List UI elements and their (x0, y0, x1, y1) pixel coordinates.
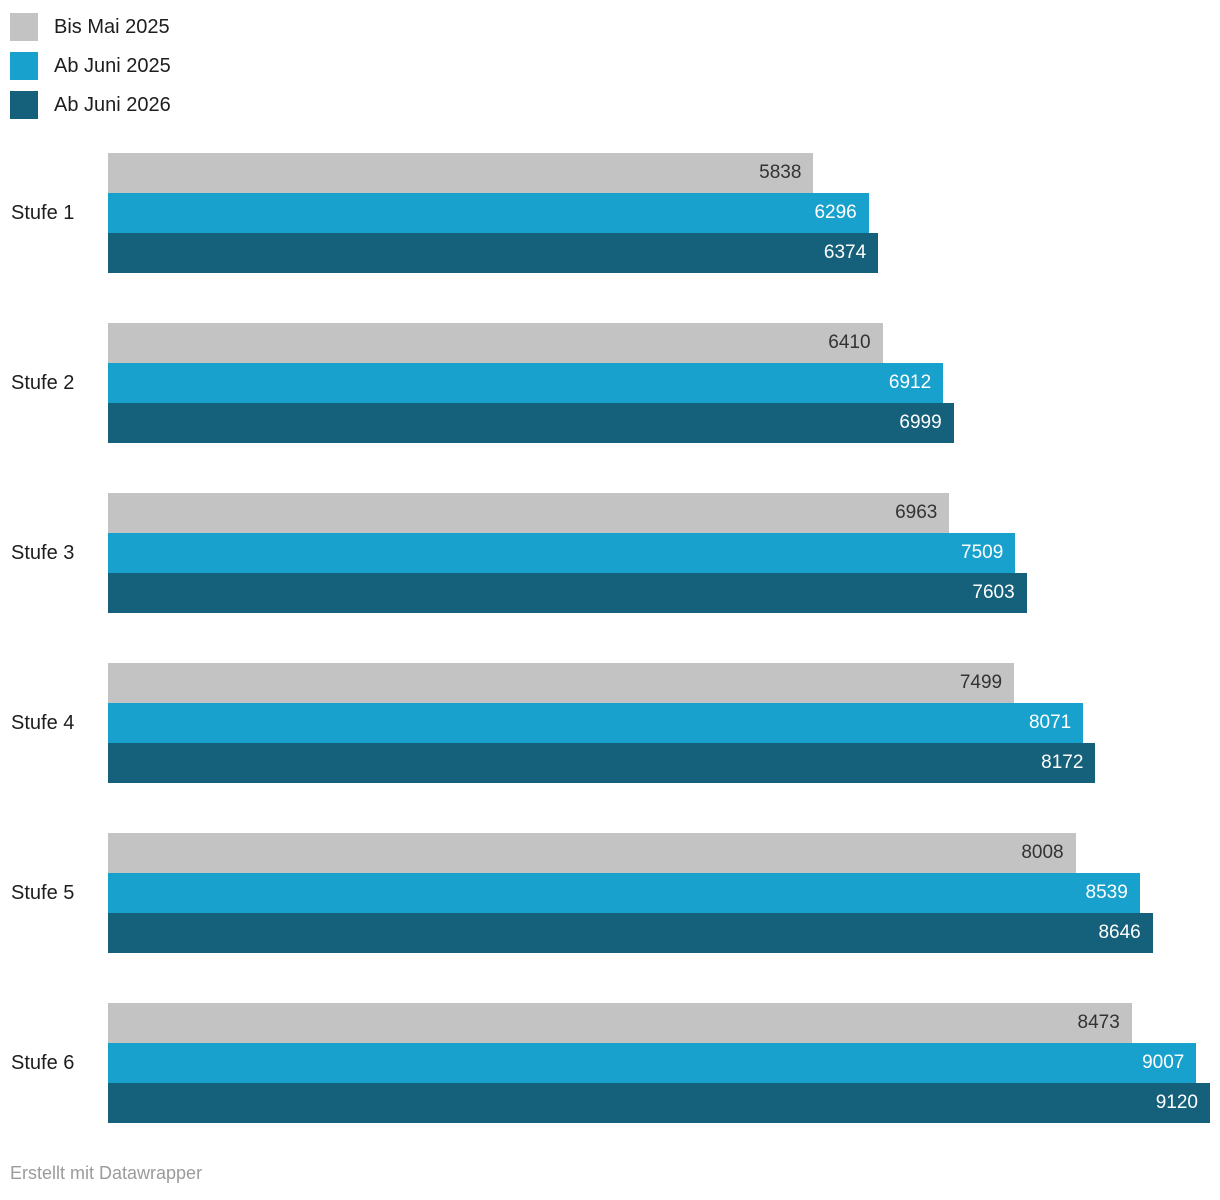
chart-row: Stufe 2 6410 6912 6999 (0, 323, 1220, 443)
chart-row: Stufe 3 6963 7509 7603 (0, 493, 1220, 613)
value-label: 9120 (1155, 1092, 1198, 1113)
category-label: Stufe 1 (11, 202, 75, 224)
bar[interactable]: 8646 (108, 913, 1153, 953)
category-label: Stufe 5 (11, 882, 75, 904)
bar[interactable]: 6999 (108, 403, 954, 443)
value-label: 8539 (1085, 882, 1128, 903)
category-label: Stufe 2 (11, 372, 75, 394)
bar[interactable]: 6963 (108, 493, 950, 533)
value-label: 6999 (899, 412, 942, 433)
value-label: 8646 (1098, 922, 1141, 943)
bar-group: 8008 8539 8646 (108, 833, 1210, 953)
value-label: 8071 (1028, 712, 1072, 733)
bar-group: 5838 6296 6374 (108, 153, 1210, 273)
value-label: 8008 (1021, 842, 1064, 863)
bar[interactable]: 6296 (108, 193, 869, 233)
bar[interactable]: 8008 (108, 833, 1076, 873)
bar[interactable]: 8172 (108, 743, 1096, 783)
bar[interactable]: 5838 (108, 153, 814, 193)
bar-chart: Stufe 1 5838 6296 6374 Stufe 2 6410 6912 6999 St… (0, 153, 1220, 1123)
legend-swatch-icon (10, 91, 38, 119)
legend-label: Bis Mai 2025 (54, 16, 170, 38)
value-label: 6374 (823, 242, 867, 263)
bar[interactable]: 7509 (108, 533, 1016, 573)
value-label: 5838 (759, 162, 802, 183)
legend-item-bis-mai-2025: Bis Mai 2025 (10, 13, 1220, 41)
chart-row: Stufe 5 8008 8539 8646 (0, 833, 1220, 953)
chart-row: Stufe 4 7499 8071 8172 (0, 663, 1220, 783)
value-label: 9007 (1142, 1052, 1185, 1073)
value-label: 6912 (888, 372, 932, 393)
category-label: Stufe 4 (11, 712, 75, 734)
value-label: 6410 (828, 332, 871, 353)
value-label: 6296 (814, 202, 857, 223)
legend-swatch-icon (10, 13, 38, 41)
value-label: 7603 (972, 582, 1015, 603)
bar-group: 7499 8071 8172 (108, 663, 1210, 783)
bar[interactable]: 6374 (108, 233, 879, 273)
legend-label: Ab Juni 2026 (54, 94, 171, 116)
attribution-text: Erstellt mit Datawrapper (10, 1163, 203, 1183)
legend-label: Ab Juni 2025 (54, 55, 171, 77)
bar[interactable]: 7603 (108, 573, 1027, 613)
chart-legend: Bis Mai 2025 Ab Juni 2025 Ab Juni 2026 (0, 0, 1220, 119)
bar-group: 8473 9007 9120 (108, 1003, 1210, 1123)
category-label: Stufe 3 (11, 542, 75, 564)
value-label: 6963 (895, 502, 938, 523)
chart-row: Stufe 1 5838 6296 6374 (0, 153, 1220, 273)
chart-row: Stufe 6 8473 9007 9120 (0, 1003, 1220, 1123)
category-label: Stufe 6 (11, 1052, 75, 1074)
value-label: 7499 (959, 672, 1003, 693)
legend-item-ab-juni-2026: Ab Juni 2026 (10, 91, 1220, 119)
bar-group: 6410 6912 6999 (108, 323, 1210, 443)
bar[interactable]: 6410 (108, 323, 883, 363)
legend-swatch-icon (10, 52, 38, 80)
bar[interactable]: 8473 (108, 1003, 1132, 1043)
value-label: 8473 (1077, 1012, 1120, 1033)
legend-item-ab-juni-2025: Ab Juni 2025 (10, 52, 1220, 80)
bar[interactable]: 9007 (108, 1043, 1197, 1083)
bar[interactable]: 8071 (108, 703, 1084, 743)
bar-group: 6963 7509 7603 (108, 493, 1210, 613)
bar[interactable]: 9120 (108, 1083, 1210, 1123)
bar[interactable]: 7499 (108, 663, 1015, 703)
bar[interactable]: 8539 (108, 873, 1140, 913)
value-label: 8172 (1041, 752, 1084, 773)
value-label: 7509 (961, 542, 1004, 563)
bar[interactable]: 6912 (108, 363, 944, 403)
